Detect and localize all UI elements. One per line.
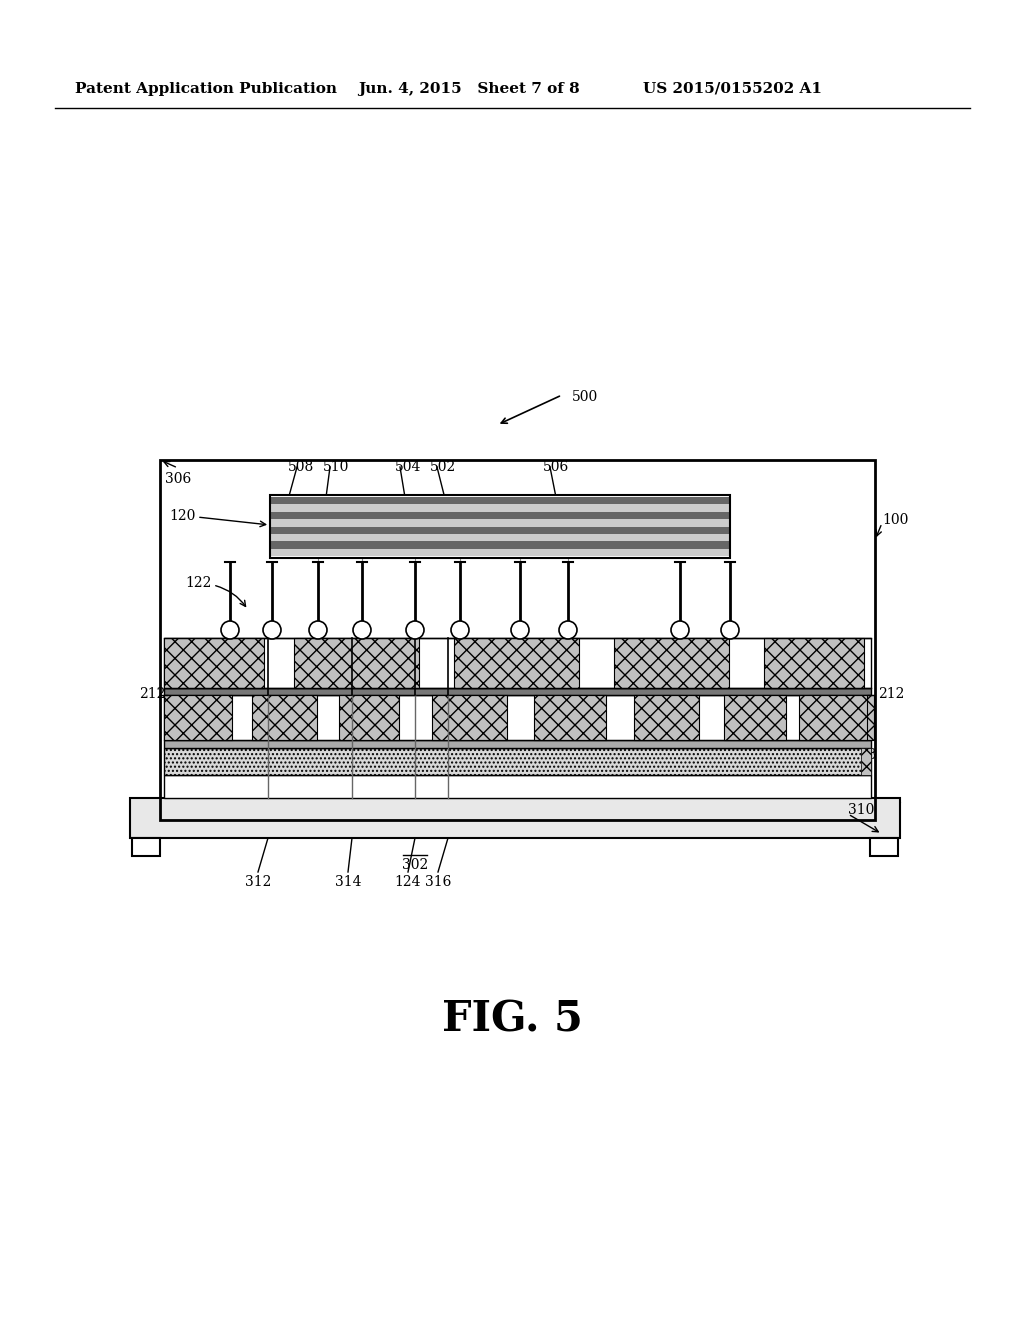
Bar xyxy=(799,696,867,741)
Bar xyxy=(271,519,729,527)
Text: 306: 306 xyxy=(165,473,191,486)
Circle shape xyxy=(221,620,239,639)
Bar xyxy=(271,549,729,556)
Text: 122: 122 xyxy=(185,576,212,590)
Circle shape xyxy=(721,620,739,639)
Text: FIG. 5: FIG. 5 xyxy=(441,998,583,1040)
Text: 506: 506 xyxy=(543,459,569,474)
Text: 118: 118 xyxy=(185,643,212,657)
Bar xyxy=(724,696,786,741)
Text: 502: 502 xyxy=(430,459,457,474)
Bar xyxy=(432,696,507,741)
Bar xyxy=(164,775,871,799)
Text: 120: 120 xyxy=(170,510,196,523)
Bar xyxy=(270,495,730,558)
Text: 210: 210 xyxy=(850,696,877,709)
Bar xyxy=(809,696,874,741)
Text: 312: 312 xyxy=(245,875,271,888)
Text: 110: 110 xyxy=(191,700,218,714)
Text: 314: 314 xyxy=(335,875,361,888)
Text: 100: 100 xyxy=(882,513,908,527)
Text: 124: 124 xyxy=(394,875,421,888)
Circle shape xyxy=(309,620,327,639)
Bar xyxy=(271,527,729,533)
Bar xyxy=(130,799,900,838)
Text: 310: 310 xyxy=(848,803,874,817)
Bar xyxy=(294,638,419,688)
Text: Patent Application Publication: Patent Application Publication xyxy=(75,82,337,96)
Bar xyxy=(164,638,264,688)
Text: US 2015/0155202 A1: US 2015/0155202 A1 xyxy=(643,82,822,96)
Bar xyxy=(870,838,898,855)
Bar xyxy=(271,541,729,549)
Circle shape xyxy=(451,620,469,639)
Bar xyxy=(764,638,864,688)
Circle shape xyxy=(671,620,689,639)
Bar xyxy=(861,748,871,775)
Circle shape xyxy=(263,620,281,639)
Bar xyxy=(614,638,729,688)
Circle shape xyxy=(511,620,529,639)
Bar xyxy=(271,533,729,541)
Bar xyxy=(634,696,699,741)
Text: 106: 106 xyxy=(181,735,208,748)
Text: 510: 510 xyxy=(323,459,349,474)
Text: 508: 508 xyxy=(288,459,314,474)
Bar xyxy=(164,696,871,741)
Text: 504: 504 xyxy=(395,459,421,474)
Text: 212: 212 xyxy=(878,686,904,701)
Bar xyxy=(271,504,729,512)
Text: 302: 302 xyxy=(401,858,428,873)
Bar xyxy=(339,696,399,741)
Bar xyxy=(252,696,317,741)
Text: 212: 212 xyxy=(138,686,165,701)
Text: 308: 308 xyxy=(850,748,877,762)
Circle shape xyxy=(559,620,577,639)
Bar xyxy=(164,688,871,696)
Text: 104: 104 xyxy=(181,775,208,789)
Circle shape xyxy=(353,620,371,639)
Text: 102: 102 xyxy=(181,750,208,764)
Bar xyxy=(534,696,606,741)
Bar xyxy=(164,696,232,741)
Bar xyxy=(270,495,730,558)
Bar xyxy=(164,638,871,688)
Text: 316: 316 xyxy=(425,875,452,888)
Text: Jun. 4, 2015   Sheet 7 of 8: Jun. 4, 2015 Sheet 7 of 8 xyxy=(358,82,580,96)
Bar xyxy=(271,512,729,519)
Bar xyxy=(271,498,729,504)
Circle shape xyxy=(406,620,424,639)
Bar xyxy=(132,838,160,855)
Bar xyxy=(164,748,871,775)
Bar xyxy=(164,741,871,748)
Text: 114: 114 xyxy=(191,684,218,698)
Text: 500: 500 xyxy=(572,389,598,404)
Bar xyxy=(160,459,874,820)
Bar xyxy=(454,638,579,688)
